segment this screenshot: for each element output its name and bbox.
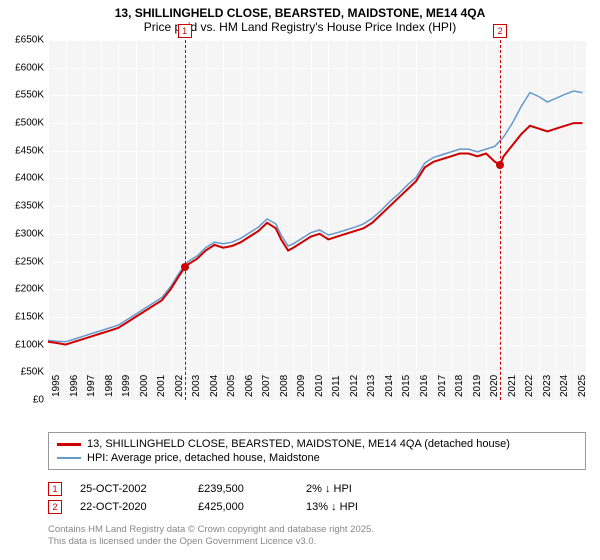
chart-container: 13, SHILLINGHELD CLOSE, BEARSTED, MAIDST… xyxy=(0,0,600,560)
title-block: 13, SHILLINGHELD CLOSE, BEARSTED, MAIDST… xyxy=(0,0,600,36)
y-axis-label: £0 xyxy=(2,395,44,406)
event-row: 1 25-OCT-2002 £239,500 2% ↓ HPI xyxy=(48,480,406,498)
marker-dot xyxy=(181,263,189,271)
y-axis-label: £550K xyxy=(2,90,44,101)
marker-label: 2 xyxy=(493,24,507,38)
y-axis-label: £250K xyxy=(2,256,44,267)
legend-swatch-price-paid xyxy=(57,443,81,446)
event-date: 25-OCT-2002 xyxy=(80,483,180,495)
event-price: £239,500 xyxy=(198,483,288,495)
y-axis-label: £200K xyxy=(2,284,44,295)
events-list: 1 25-OCT-2002 £239,500 2% ↓ HPI 2 22-OCT… xyxy=(48,480,406,516)
y-axis-label: £50K xyxy=(2,367,44,378)
y-axis-label: £350K xyxy=(2,201,44,212)
marker-label: 1 xyxy=(178,24,192,38)
event-pct: 13% ↓ HPI xyxy=(306,501,406,513)
attribution-line1: Contains HM Land Registry data © Crown c… xyxy=(48,524,374,536)
y-axis-label: £650K xyxy=(2,35,44,46)
y-axis-label: £400K xyxy=(2,173,44,184)
chart-series xyxy=(48,40,586,400)
marker-line xyxy=(500,40,501,400)
y-axis-label: £500K xyxy=(2,118,44,129)
event-row: 2 22-OCT-2020 £425,000 13% ↓ HPI xyxy=(48,498,406,516)
marker-line xyxy=(185,40,186,400)
chart-title-line1: 13, SHILLINGHELD CLOSE, BEARSTED, MAIDST… xyxy=(10,6,590,20)
event-number: 2 xyxy=(48,500,62,514)
y-axis-label: £150K xyxy=(2,311,44,322)
marker-dot xyxy=(496,161,504,169)
event-price: £425,000 xyxy=(198,501,288,513)
attribution: Contains HM Land Registry data © Crown c… xyxy=(48,524,374,549)
series-line-hpi xyxy=(48,91,583,342)
y-axis-label: £100K xyxy=(2,339,44,350)
grid-line-horizontal xyxy=(48,400,586,401)
attribution-line2: This data is licensed under the Open Gov… xyxy=(48,536,374,548)
legend: 13, SHILLINGHELD CLOSE, BEARSTED, MAIDST… xyxy=(48,432,586,470)
y-axis-label: £450K xyxy=(2,145,44,156)
chart-area: £0£50K£100K£150K£200K£250K£300K£350K£400… xyxy=(48,40,586,400)
series-line-price_paid xyxy=(48,123,583,345)
legend-label-hpi: HPI: Average price, detached house, Maid… xyxy=(87,452,320,464)
y-axis-label: £300K xyxy=(2,228,44,239)
legend-label-price-paid: 13, SHILLINGHELD CLOSE, BEARSTED, MAIDST… xyxy=(87,438,510,450)
y-axis-label: £600K xyxy=(2,62,44,73)
legend-item-hpi: HPI: Average price, detached house, Maid… xyxy=(57,451,577,465)
event-number: 1 xyxy=(48,482,62,496)
legend-item-price-paid: 13, SHILLINGHELD CLOSE, BEARSTED, MAIDST… xyxy=(57,437,577,451)
event-pct: 2% ↓ HPI xyxy=(306,483,406,495)
event-date: 22-OCT-2020 xyxy=(80,501,180,513)
legend-swatch-hpi xyxy=(57,457,81,459)
